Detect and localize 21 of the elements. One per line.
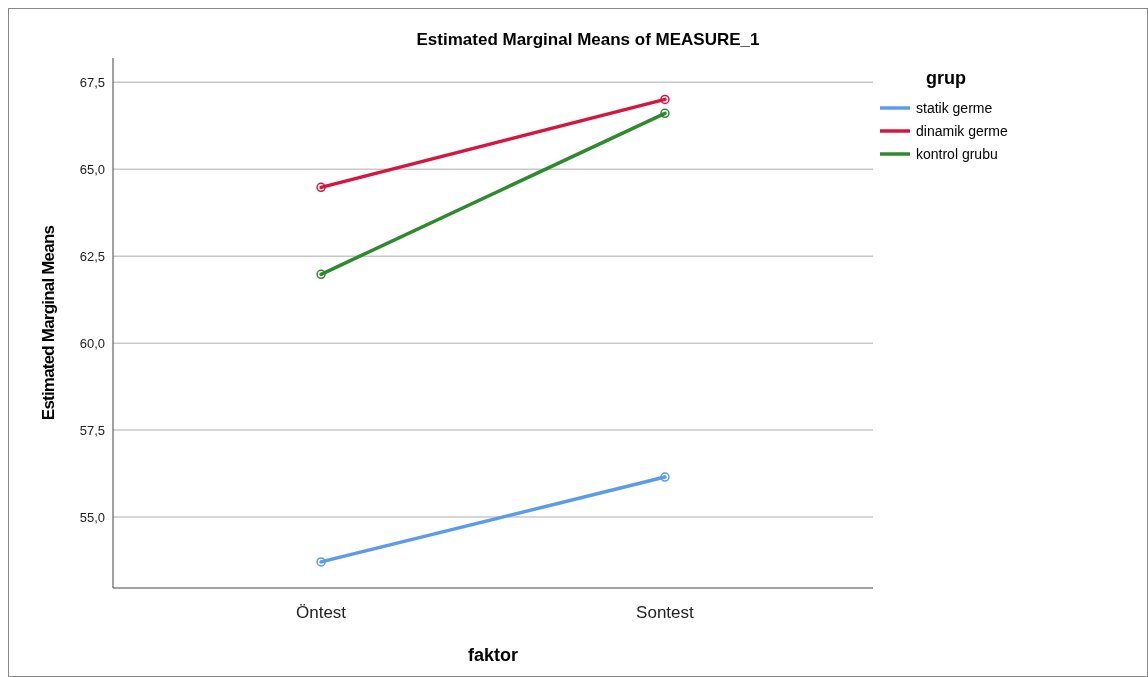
point [660, 472, 670, 482]
legend-label: dinamik germe [916, 122, 1009, 139]
y-tick-label: 57,5 [79, 422, 105, 438]
x-tick-label: Öntest [296, 603, 347, 622]
point [660, 108, 670, 119]
legend-label: statik germe [916, 99, 993, 116]
y-tick-label: 67,5 [79, 74, 105, 90]
y-tick-label: 55,0 [79, 509, 105, 525]
legend-title: grup [926, 68, 966, 88]
x-tick-label: Sontest [636, 603, 695, 622]
point [660, 94, 670, 105]
y-tick-label: 60,0 [79, 335, 105, 351]
point [316, 269, 326, 280]
y-tick-label: 65,0 [79, 161, 105, 177]
point [316, 182, 326, 193]
legend-label: kontrol grubu [916, 145, 998, 162]
point [316, 557, 326, 567]
x-axis-title: faktor [467, 645, 519, 665]
chart-title: Estimated Marginal Means of MEASURE_1 [416, 30, 760, 49]
y-axis-title: Estimated Marginal Means [39, 225, 58, 421]
y-tick-label: 62,5 [79, 248, 105, 264]
